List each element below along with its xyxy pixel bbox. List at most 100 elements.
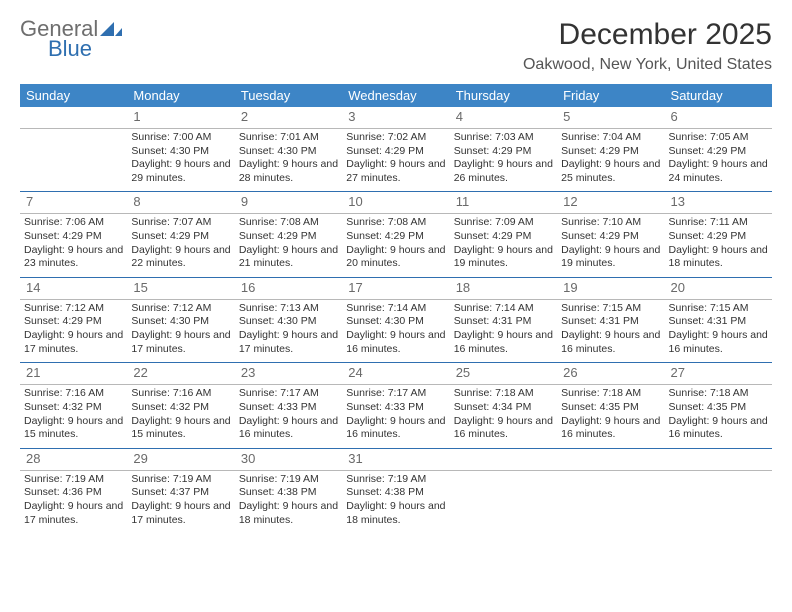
day-number-cell: 3 [342,107,449,128]
sunset-text: Sunset: 4:33 PM [239,401,338,415]
calendar-table: Sunday Monday Tuesday Wednesday Thursday… [20,84,772,533]
day-info-cell: Sunrise: 7:04 AMSunset: 4:29 PMDaylight:… [557,128,664,192]
sunrise-text: Sunrise: 7:08 AM [346,216,445,230]
daylight-text: Daylight: 9 hours and 23 minutes. [24,244,123,271]
day-number: 22 [133,365,147,380]
day-info: Sunrise: 7:07 AMSunset: 4:29 PMDaylight:… [131,216,230,271]
sunset-text: Sunset: 4:31 PM [454,315,553,329]
day-number-cell: 24 [342,363,449,385]
day-number-cell: 23 [235,363,342,385]
day-number: 5 [563,109,570,124]
day-header-row: Sunday Monday Tuesday Wednesday Thursday… [20,84,772,107]
sunrise-text: Sunrise: 7:10 AM [561,216,660,230]
daylight-text: Daylight: 9 hours and 16 minutes. [561,415,660,442]
day-number: 19 [563,280,577,295]
day-info-cell [665,470,772,533]
sunset-text: Sunset: 4:29 PM [561,230,660,244]
daylight-text: Daylight: 9 hours and 16 minutes. [561,329,660,356]
day-info: Sunrise: 7:19 AMSunset: 4:38 PMDaylight:… [346,473,445,528]
day-info: Sunrise: 7:08 AMSunset: 4:29 PMDaylight:… [239,216,338,271]
sunset-text: Sunset: 4:32 PM [24,401,123,415]
day-number-row: 21222324252627 [20,363,772,385]
day-info: Sunrise: 7:01 AMSunset: 4:30 PMDaylight:… [239,131,338,186]
day-info-cell: Sunrise: 7:01 AMSunset: 4:30 PMDaylight:… [235,128,342,192]
sunrise-text: Sunrise: 7:15 AM [561,302,660,316]
day-info: Sunrise: 7:03 AMSunset: 4:29 PMDaylight:… [454,131,553,186]
day-number-cell: 26 [557,363,664,385]
sunset-text: Sunset: 4:35 PM [669,401,768,415]
day-number-cell [665,448,772,470]
day-number-cell: 28 [20,448,127,470]
sunset-text: Sunset: 4:29 PM [346,145,445,159]
sunset-text: Sunset: 4:31 PM [561,315,660,329]
day-info: Sunrise: 7:19 AMSunset: 4:36 PMDaylight:… [24,473,123,528]
daylight-text: Daylight: 9 hours and 16 minutes. [239,415,338,442]
day-number-cell: 2 [235,107,342,128]
sunset-text: Sunset: 4:36 PM [24,486,123,500]
day-info-cell: Sunrise: 7:08 AMSunset: 4:29 PMDaylight:… [342,214,449,278]
day-number-cell: 15 [127,277,234,299]
day-number: 12 [563,194,577,209]
day-number: 21 [26,365,40,380]
day-info: Sunrise: 7:13 AMSunset: 4:30 PMDaylight:… [239,302,338,357]
sunset-text: Sunset: 4:29 PM [669,145,768,159]
daylight-text: Daylight: 9 hours and 19 minutes. [454,244,553,271]
day-header: Tuesday [235,84,342,107]
day-number-cell: 5 [557,107,664,128]
daylight-text: Daylight: 9 hours and 29 minutes. [131,158,230,185]
day-info: Sunrise: 7:12 AMSunset: 4:30 PMDaylight:… [131,302,230,357]
sunrise-text: Sunrise: 7:18 AM [454,387,553,401]
sunset-text: Sunset: 4:34 PM [454,401,553,415]
day-info-cell: Sunrise: 7:19 AMSunset: 4:38 PMDaylight:… [342,470,449,533]
sunrise-text: Sunrise: 7:13 AM [239,302,338,316]
day-info-cell: Sunrise: 7:06 AMSunset: 4:29 PMDaylight:… [20,214,127,278]
day-info-cell: Sunrise: 7:08 AMSunset: 4:29 PMDaylight:… [235,214,342,278]
sail-icon [100,20,122,38]
day-info: Sunrise: 7:19 AMSunset: 4:38 PMDaylight:… [239,473,338,528]
daylight-text: Daylight: 9 hours and 16 minutes. [669,415,768,442]
day-number: 11 [456,194,470,209]
day-info: Sunrise: 7:15 AMSunset: 4:31 PMDaylight:… [561,302,660,357]
daylight-text: Daylight: 9 hours and 17 minutes. [131,329,230,356]
day-number-row: 14151617181920 [20,277,772,299]
day-header: Monday [127,84,234,107]
day-number-cell: 30 [235,448,342,470]
day-number-cell: 4 [450,107,557,128]
day-number-cell: 6 [665,107,772,128]
daylight-text: Daylight: 9 hours and 22 minutes. [131,244,230,271]
daylight-text: Daylight: 9 hours and 20 minutes. [346,244,445,271]
day-number-cell: 9 [235,192,342,214]
sunrise-text: Sunrise: 7:06 AM [24,216,123,230]
day-info: Sunrise: 7:17 AMSunset: 4:33 PMDaylight:… [239,387,338,442]
day-number: 17 [348,280,362,295]
daylight-text: Daylight: 9 hours and 18 minutes. [346,500,445,527]
calendar-body: 123456Sunrise: 7:00 AMSunset: 4:30 PMDay… [20,107,772,533]
day-info-cell: Sunrise: 7:14 AMSunset: 4:30 PMDaylight:… [342,299,449,363]
daylight-text: Daylight: 9 hours and 16 minutes. [346,329,445,356]
day-info-row: Sunrise: 7:12 AMSunset: 4:29 PMDaylight:… [20,299,772,363]
daylight-text: Daylight: 9 hours and 26 minutes. [454,158,553,185]
sunrise-text: Sunrise: 7:19 AM [346,473,445,487]
sunrise-text: Sunrise: 7:17 AM [239,387,338,401]
daylight-text: Daylight: 9 hours and 15 minutes. [24,415,123,442]
day-info-cell: Sunrise: 7:18 AMSunset: 4:35 PMDaylight:… [557,385,664,449]
day-number: 4 [456,109,463,124]
day-info: Sunrise: 7:12 AMSunset: 4:29 PMDaylight:… [24,302,123,357]
day-info: Sunrise: 7:18 AMSunset: 4:35 PMDaylight:… [669,387,768,442]
day-info-cell: Sunrise: 7:19 AMSunset: 4:37 PMDaylight:… [127,470,234,533]
sunset-text: Sunset: 4:29 PM [561,145,660,159]
day-info-cell: Sunrise: 7:14 AMSunset: 4:31 PMDaylight:… [450,299,557,363]
logo: General Blue [20,18,122,60]
day-info: Sunrise: 7:16 AMSunset: 4:32 PMDaylight:… [24,387,123,442]
day-number-cell: 25 [450,363,557,385]
day-info: Sunrise: 7:15 AMSunset: 4:31 PMDaylight:… [669,302,768,357]
sunrise-text: Sunrise: 7:19 AM [24,473,123,487]
day-info-cell: Sunrise: 7:17 AMSunset: 4:33 PMDaylight:… [342,385,449,449]
daylight-text: Daylight: 9 hours and 21 minutes. [239,244,338,271]
sunrise-text: Sunrise: 7:14 AM [454,302,553,316]
day-info-cell: Sunrise: 7:18 AMSunset: 4:34 PMDaylight:… [450,385,557,449]
day-info-cell: Sunrise: 7:16 AMSunset: 4:32 PMDaylight:… [127,385,234,449]
day-number-cell: 1 [127,107,234,128]
day-info-cell: Sunrise: 7:03 AMSunset: 4:29 PMDaylight:… [450,128,557,192]
day-number-cell: 8 [127,192,234,214]
